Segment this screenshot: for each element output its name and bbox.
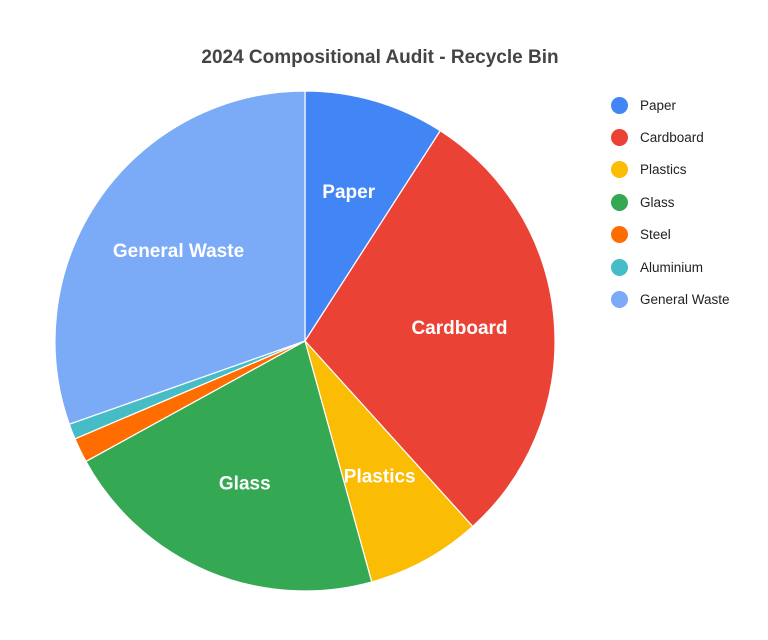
legend-swatch	[611, 129, 628, 147]
legend-swatch	[611, 291, 628, 309]
legend-item-general-waste[interactable]: General Waste	[611, 283, 730, 315]
chart-legend: Paper Cardboard Plastics Glass Steel Aluminiu…	[611, 89, 730, 316]
legend-item-cardboard[interactable]: Cardboard	[611, 121, 730, 153]
legend-item-steel[interactable]: Steel	[611, 219, 730, 251]
pie-slice-paper[interactable]	[304, 90, 442, 344]
legend-label: Glass	[640, 194, 675, 210]
legend-item-glass[interactable]: Glass	[611, 186, 730, 218]
slice-label-glass: Glass	[219, 473, 271, 494]
chart-title: 2024 Compositional Audit - Recycle Bin	[201, 47, 559, 68]
pie-slice-cardboard[interactable]	[304, 129, 556, 528]
pie-slice-plastics[interactable]	[304, 340, 474, 583]
slice-label-plastics: Plastics	[344, 466, 416, 487]
legend-item-paper[interactable]: Paper	[611, 89, 730, 121]
legend-swatch	[611, 96, 628, 114]
legend-swatch	[611, 193, 628, 211]
slice-label-cardboard: Cardboard	[411, 318, 507, 339]
legend-label: General Waste	[640, 292, 730, 308]
legend-label: Paper	[640, 97, 677, 113]
legend-label: Steel	[640, 227, 671, 243]
slice-label-general-waste: General Waste	[113, 241, 244, 262]
legend-swatch	[611, 258, 628, 276]
legend-swatch	[611, 226, 628, 244]
legend-item-aluminium[interactable]: Aluminium	[611, 251, 730, 283]
legend-label: Cardboard	[640, 130, 704, 146]
slice-label-paper: Paper	[322, 182, 375, 203]
legend-label: Plastics	[640, 162, 687, 178]
legend-label: Aluminium	[640, 259, 704, 275]
pie-slice-glass[interactable]	[85, 340, 373, 592]
pie-slice-general-waste[interactable]	[54, 90, 306, 425]
legend-item-plastics[interactable]: Plastics	[611, 154, 730, 186]
legend-swatch	[611, 161, 628, 179]
